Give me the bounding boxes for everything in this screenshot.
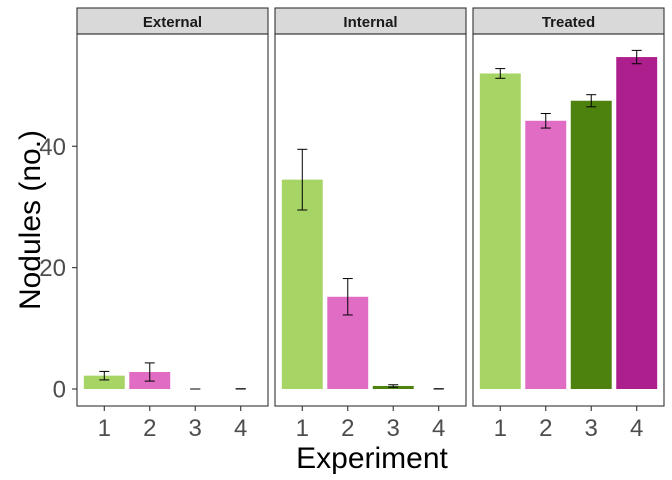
bar bbox=[83, 375, 125, 390]
bar bbox=[479, 73, 521, 390]
bar bbox=[281, 179, 323, 390]
x-tick-label: 1 bbox=[296, 415, 309, 442]
error-bar bbox=[586, 94, 597, 108]
x-tick-label: 2 bbox=[539, 415, 552, 442]
error-bar bbox=[631, 49, 642, 65]
facet-strip bbox=[472, 7, 665, 35]
facet-strip bbox=[274, 7, 467, 35]
error-bar bbox=[99, 370, 110, 381]
x-axis-title: Experiment bbox=[296, 442, 448, 475]
error-bar bbox=[144, 362, 155, 382]
error-bar bbox=[297, 148, 308, 211]
error-bar bbox=[388, 384, 399, 388]
panel-border bbox=[274, 33, 467, 407]
bar bbox=[616, 57, 658, 390]
facet-strip-label: Internal bbox=[343, 14, 397, 31]
x-tick-label: 2 bbox=[341, 415, 354, 442]
x-tick-label: 1 bbox=[494, 415, 507, 442]
x-tick-label: 4 bbox=[234, 415, 247, 442]
bar bbox=[570, 100, 612, 390]
x-tick-label: 4 bbox=[630, 415, 643, 442]
error-bar bbox=[540, 112, 551, 129]
y-tick-label: 40 bbox=[39, 134, 66, 161]
error-bar bbox=[495, 68, 506, 79]
plot-layer: 0 20 40 External 1 2 3 4 Internal 1 2 3 4 Treated 1 2 3 4 bbox=[39, 7, 665, 442]
bar bbox=[525, 120, 567, 390]
panel-border bbox=[76, 33, 269, 407]
error-bar bbox=[342, 278, 353, 316]
y-tick-label: 20 bbox=[39, 255, 66, 282]
x-tick-label: 4 bbox=[432, 415, 445, 442]
facet-strip-label: External bbox=[143, 14, 202, 31]
facet-strip-label: Treated bbox=[542, 14, 595, 31]
y-axis-title: Nodules (no.) bbox=[14, 130, 47, 310]
x-tick-label: 3 bbox=[585, 415, 598, 442]
x-tick-label: 1 bbox=[98, 415, 111, 442]
x-tick-label: 3 bbox=[387, 415, 400, 442]
panel-border bbox=[472, 33, 665, 407]
y-tick-label: 0 bbox=[53, 377, 66, 404]
x-tick-label: 3 bbox=[189, 415, 202, 442]
x-tick-label: 2 bbox=[143, 415, 156, 442]
